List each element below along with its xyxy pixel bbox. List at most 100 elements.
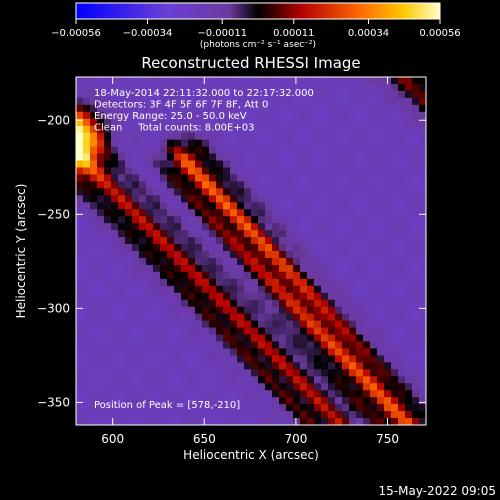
heatmap-cell (195, 230, 203, 238)
heatmap-cell (391, 348, 399, 356)
heatmap-cell (202, 285, 210, 294)
heatmap-cell (118, 376, 126, 384)
heatmap-cell (160, 355, 168, 363)
heatmap-cell (153, 90, 161, 99)
heatmap-cell (398, 167, 406, 176)
heatmap-cell (195, 320, 203, 329)
heatmap-cell (314, 362, 322, 370)
heatmap-cell (230, 313, 238, 322)
heatmap-cell (335, 292, 343, 301)
heatmap-cell (230, 160, 238, 169)
heatmap-cell (307, 327, 315, 336)
heatmap-cell (314, 264, 322, 273)
heatmap-cell (398, 313, 406, 322)
heatmap-cell (223, 390, 231, 398)
heatmap-cell (139, 160, 147, 169)
heatmap-cell (118, 397, 126, 405)
colorbar-tick-label: 0.00056 (419, 28, 460, 39)
heatmap-cell (202, 181, 210, 189)
heatmap-cell (363, 181, 371, 189)
heatmap-cell (244, 90, 252, 99)
heatmap-cell (195, 139, 203, 148)
heatmap-cell (293, 153, 301, 162)
heatmap-cell (307, 313, 315, 322)
heatmap-cell (104, 139, 112, 148)
heatmap-cell (153, 230, 161, 238)
heatmap-cell (321, 306, 329, 315)
heatmap-cell (251, 97, 259, 106)
heatmap-cell (230, 167, 238, 176)
heatmap-cell (265, 223, 273, 231)
heatmap-cell (286, 411, 294, 419)
heatmap-cell (216, 376, 224, 384)
heatmap-cell (349, 132, 357, 141)
heatmap-cell (419, 271, 426, 280)
heatmap-cell (216, 355, 224, 363)
heatmap-cell (97, 355, 105, 363)
heatmap-cell (76, 237, 84, 245)
heatmap-cell (419, 306, 426, 315)
heatmap-cell (202, 244, 210, 252)
heatmap-cell (132, 334, 140, 343)
heatmap-cell (230, 264, 238, 273)
heatmap-cell (160, 77, 168, 85)
heatmap-cell (118, 160, 126, 169)
heatmap-cell (153, 181, 161, 189)
heatmap-cell (244, 404, 252, 412)
heatmap-cell (419, 411, 426, 419)
heatmap-cell (384, 383, 392, 391)
heatmap-cell (111, 271, 119, 280)
heatmap-cell (174, 334, 182, 343)
heatmap-cell (251, 90, 259, 99)
heatmap-cell (195, 418, 203, 425)
heatmap-cell (279, 320, 287, 329)
heatmap-cell (377, 146, 385, 155)
heatmap-cell (307, 362, 315, 370)
heatmap-cell (377, 77, 385, 85)
heatmap-cell (118, 285, 126, 294)
heatmap-cell (146, 167, 154, 176)
heatmap-cell (412, 139, 420, 148)
heatmap-cell (125, 334, 133, 343)
heatmap-cell (132, 237, 140, 245)
heatmap-cell (272, 174, 280, 182)
heatmap-cell (405, 278, 413, 287)
heatmap-cell (377, 202, 385, 210)
heatmap-cell (153, 202, 161, 210)
heatmap-cell (132, 320, 140, 329)
heatmap-cell (356, 299, 364, 308)
heatmap-cell (181, 257, 189, 266)
heatmap-cell (76, 223, 84, 231)
heatmap-cell (335, 278, 343, 287)
heatmap-cell (279, 292, 287, 301)
heatmap-cell (237, 376, 245, 384)
heatmap-cell (286, 223, 294, 231)
heatmap-cell (384, 209, 392, 217)
heatmap-cell (335, 216, 343, 224)
heatmap-cell (244, 341, 252, 350)
heatmap-cell (405, 90, 413, 99)
heatmap-cell (118, 418, 126, 425)
heatmap-cell (321, 251, 329, 259)
heatmap-cell (223, 202, 231, 210)
heatmap-cell (90, 132, 98, 141)
heatmap-cell (391, 167, 399, 176)
heatmap-cell (167, 306, 175, 315)
heatmap-cell (97, 411, 105, 419)
heatmap-cell (139, 383, 147, 391)
heatmap-cell (384, 160, 392, 169)
heatmap-cell (391, 223, 399, 231)
heatmap-cell (391, 118, 399, 127)
heatmap-cell (167, 132, 175, 141)
heatmap-cell (412, 125, 420, 134)
heatmap-cell (244, 390, 252, 398)
heatmap-cell (167, 257, 175, 266)
heatmap-cell (97, 257, 105, 266)
heatmap-cell (83, 376, 91, 384)
heatmap-cell (286, 97, 294, 106)
heatmap-cell (174, 251, 182, 259)
heatmap-cell (370, 299, 378, 308)
heatmap-cell (419, 202, 426, 210)
heatmap-cell (188, 125, 196, 134)
heatmap-cell (174, 195, 182, 203)
